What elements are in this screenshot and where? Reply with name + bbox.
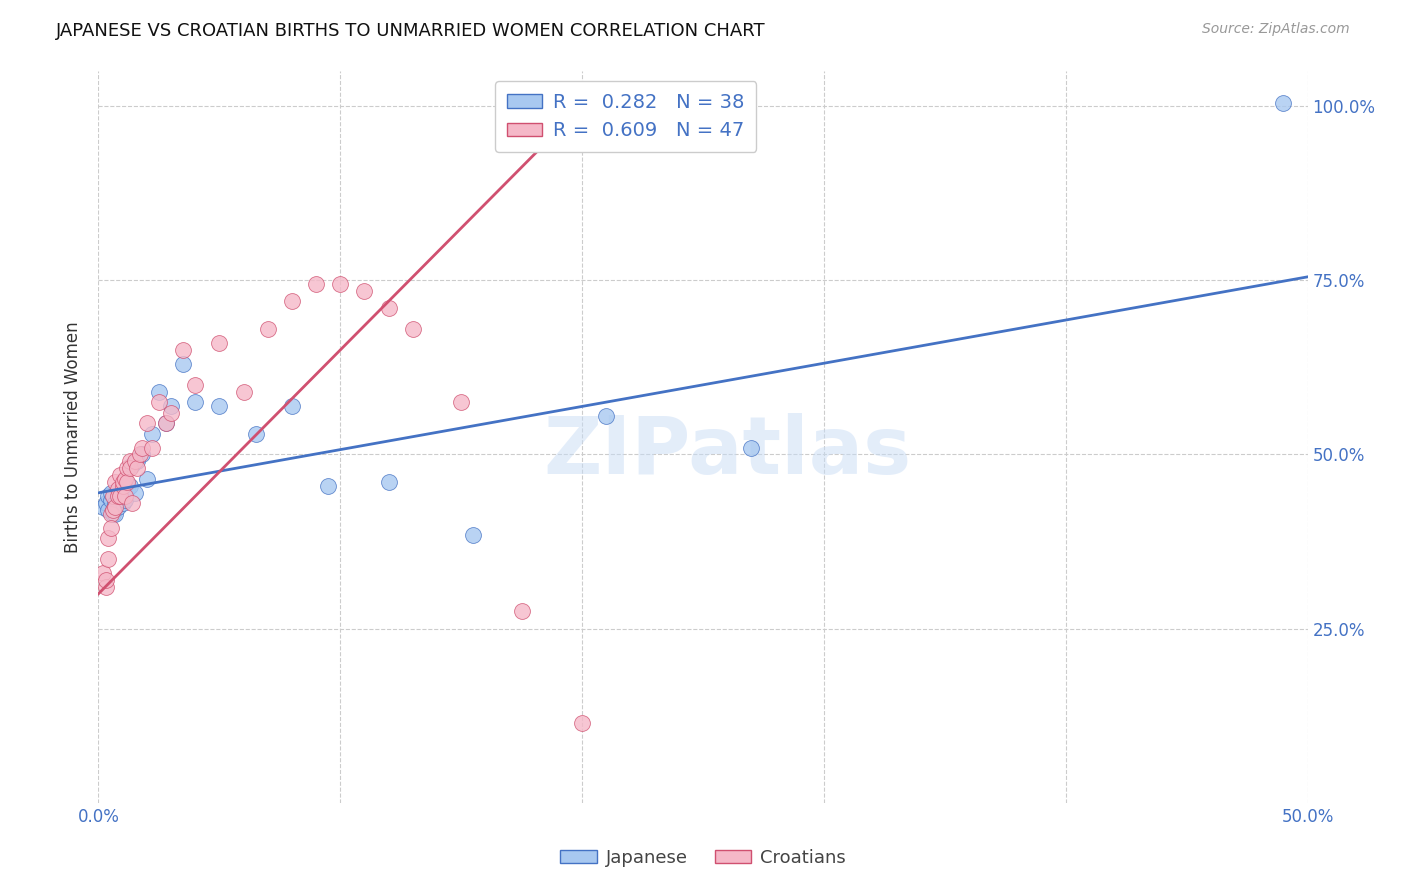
Point (232, 384, 254, 399)
Point (111, 479, 134, 493)
Point (377, 475, 399, 490)
Point (117, 475, 139, 490)
Point (131, 448, 153, 462)
Point (305, 277, 328, 291)
Point (172, 357, 194, 371)
Point (104, 507, 127, 521)
Point (377, 301, 399, 316)
Point (571, 715, 593, 730)
Legend: R =  0.282   N = 38, R =  0.609   N = 47: R = 0.282 N = 38, R = 0.609 N = 47 (495, 81, 756, 153)
Point (101, 507, 124, 521)
Point (135, 416, 157, 430)
Point (141, 426, 163, 441)
Point (121, 458, 143, 472)
Point (100, 507, 122, 521)
Point (1272, 95, 1295, 110)
Point (160, 406, 183, 420)
Point (118, 454, 141, 468)
Point (111, 475, 134, 490)
Point (114, 472, 136, 486)
Text: Source: ZipAtlas.com: Source: ZipAtlas.com (1202, 22, 1350, 37)
Text: ZIPatlas: ZIPatlas (543, 413, 911, 491)
Point (104, 500, 127, 514)
Point (97, 552, 120, 566)
Point (208, 336, 231, 351)
Point (97, 531, 120, 545)
Point (101, 503, 124, 517)
Text: JAPANESE VS CROATIAN BIRTHS TO UNMARRIED WOMEN CORRELATION CHART: JAPANESE VS CROATIAN BIRTHS TO UNMARRIED… (56, 22, 766, 40)
Point (450, 395, 472, 409)
Point (118, 461, 141, 475)
Point (463, 527, 485, 541)
Point (111, 489, 134, 503)
Point (100, 521, 122, 535)
Point (281, 399, 304, 413)
Point (104, 496, 127, 510)
Point (107, 489, 129, 503)
Point (329, 277, 352, 291)
Point (141, 441, 163, 455)
Point (100, 485, 122, 500)
Point (208, 399, 231, 413)
Point (114, 489, 136, 503)
Point (740, 441, 762, 455)
Point (135, 472, 157, 486)
Point (155, 416, 177, 430)
Point (281, 294, 304, 309)
Point (108, 468, 131, 483)
Point (128, 448, 150, 462)
Point (402, 322, 425, 336)
Point (184, 377, 207, 392)
Point (124, 454, 146, 468)
Point (353, 284, 375, 298)
Point (118, 479, 141, 493)
Point (172, 343, 194, 357)
Point (184, 395, 207, 409)
Point (117, 483, 139, 497)
Point (510, 604, 533, 618)
Point (94, 573, 117, 587)
Point (114, 492, 136, 507)
Legend: Japanese, Croatians: Japanese, Croatians (553, 842, 853, 874)
Point (107, 483, 129, 497)
Point (91, 500, 114, 514)
Point (121, 496, 143, 510)
Point (100, 492, 122, 507)
Point (245, 426, 267, 441)
Point (94, 496, 117, 510)
Point (131, 441, 153, 455)
Point (108, 489, 131, 503)
Point (107, 500, 129, 514)
Point (127, 461, 149, 475)
Point (97, 503, 120, 517)
Y-axis label: Births to Unmarried Women: Births to Unmarried Women (65, 321, 83, 553)
Point (117, 461, 139, 475)
Point (256, 322, 278, 336)
Point (316, 479, 339, 493)
Point (91, 566, 114, 580)
Point (160, 399, 183, 413)
Point (97, 489, 120, 503)
Point (101, 503, 124, 517)
Point (595, 409, 617, 424)
Point (111, 496, 134, 510)
Point (127, 454, 149, 468)
Point (101, 489, 124, 503)
Point (94, 580, 117, 594)
Point (148, 395, 170, 409)
Point (124, 485, 146, 500)
Point (148, 384, 170, 399)
Point (108, 485, 131, 500)
Point (155, 416, 177, 430)
Point (107, 489, 129, 503)
Point (104, 475, 127, 490)
